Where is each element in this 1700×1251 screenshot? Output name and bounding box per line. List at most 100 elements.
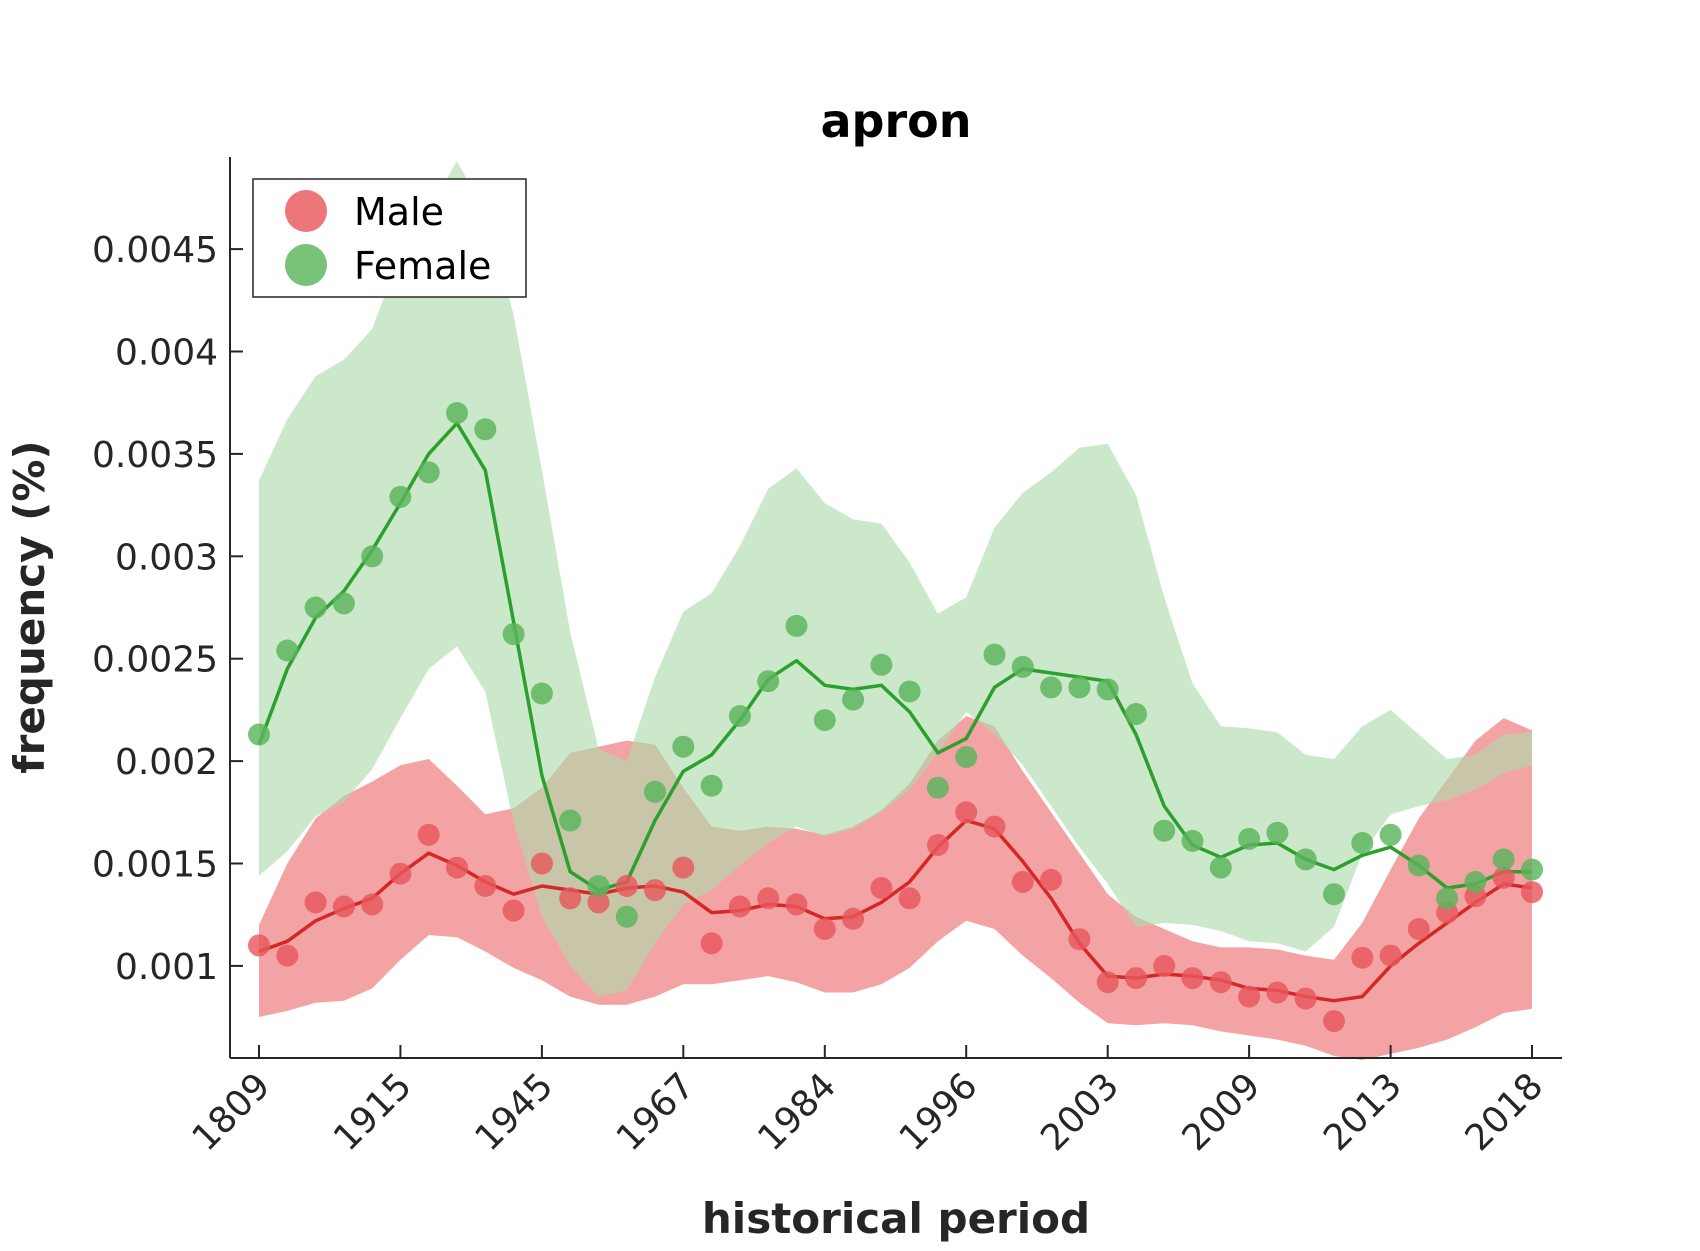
male-point <box>332 895 355 918</box>
female-point <box>870 653 893 676</box>
male-point <box>1521 881 1543 904</box>
male-point <box>1492 866 1515 889</box>
female-point <box>1040 676 1063 699</box>
male-point <box>1294 987 1317 1010</box>
female-point <box>813 709 836 732</box>
male-point <box>955 801 978 824</box>
y-tick-label: 0.0015 <box>92 845 218 886</box>
female-point <box>757 670 780 693</box>
female-point <box>1153 819 1176 842</box>
female-point <box>304 596 327 619</box>
female-point <box>502 623 525 646</box>
female-point <box>898 680 921 703</box>
y-tick-label: 0.004 <box>115 333 218 374</box>
male-point <box>1323 1010 1345 1033</box>
legend-label-male: Male <box>354 190 444 234</box>
chart-title: apron <box>820 94 971 148</box>
female-point <box>1464 870 1487 893</box>
male-point <box>559 887 582 910</box>
axes <box>229 157 1562 1059</box>
y-tick-label: 0.0025 <box>92 640 218 681</box>
male-point <box>1379 944 1402 967</box>
male-point <box>361 893 384 916</box>
male-point <box>276 944 299 967</box>
male-point <box>785 893 808 916</box>
y-axis-label: frequency (%) <box>5 440 54 773</box>
male-point <box>842 907 865 930</box>
female-point <box>842 688 865 711</box>
female-point <box>1209 856 1232 879</box>
male-point <box>304 891 327 914</box>
female-point <box>332 592 355 615</box>
female-confidence-band <box>259 161 1532 997</box>
male-point <box>587 891 610 914</box>
female-point <box>615 905 638 928</box>
female-point <box>361 545 384 568</box>
data-points <box>248 402 1543 1033</box>
y-ticks: 0.001 0.0015 0.002 0.0025 0.003 0.0035 0.004 0.… <box>92 230 243 988</box>
male-point <box>813 918 836 940</box>
female-point <box>644 780 666 803</box>
female-point <box>587 875 610 897</box>
legend-label-female: Female <box>354 244 491 288</box>
male-point <box>474 875 497 897</box>
male-point <box>1238 985 1261 1008</box>
female-point <box>785 614 808 637</box>
female-point <box>417 461 440 484</box>
female-point <box>1238 827 1261 850</box>
male-point <box>530 852 553 875</box>
female-point <box>1323 883 1345 906</box>
female-point <box>926 776 949 799</box>
female-point <box>1379 823 1402 846</box>
female-trend-line <box>257 421 1532 892</box>
male-point <box>1068 928 1091 951</box>
female-point <box>1011 655 1034 678</box>
female-point <box>1294 848 1317 871</box>
female-point <box>700 774 723 797</box>
male-trend-line <box>258 818 1533 1003</box>
male-point <box>502 899 525 922</box>
male-point <box>1040 868 1063 891</box>
male-point <box>1096 971 1119 994</box>
female-point <box>1068 676 1091 699</box>
female-point <box>559 809 582 832</box>
female-point <box>955 746 978 768</box>
female-point <box>1407 854 1430 877</box>
male-point <box>926 834 949 856</box>
y-tick-label: 0.0045 <box>92 230 218 271</box>
male-point <box>389 862 412 885</box>
female-point <box>446 402 468 424</box>
male-point <box>1125 967 1147 990</box>
female-point <box>248 723 270 746</box>
female-point <box>1125 703 1147 725</box>
female-point <box>1181 829 1204 852</box>
female-point <box>389 485 412 508</box>
male-point <box>757 887 780 910</box>
male-point <box>615 875 638 897</box>
female-point <box>983 643 1006 666</box>
male-point <box>898 887 921 910</box>
legend-marker-female <box>285 244 327 286</box>
male-point <box>248 934 270 957</box>
female-point <box>728 705 751 727</box>
legend-marker-male <box>285 190 327 232</box>
female-point <box>672 735 695 758</box>
female-point <box>276 639 299 662</box>
female-point <box>1266 821 1289 844</box>
trend-lines <box>257 421 1533 1003</box>
male-point <box>1181 967 1204 990</box>
male-point <box>1011 870 1034 893</box>
x-axis-label: historical period <box>702 1194 1090 1243</box>
male-point <box>728 895 751 918</box>
male-point <box>446 856 468 879</box>
legend: Male Female <box>252 178 527 298</box>
male-point <box>644 879 666 902</box>
male-point <box>417 823 440 846</box>
female-point <box>474 418 497 441</box>
female-point <box>1351 832 1374 854</box>
female-point <box>530 682 553 705</box>
male-point <box>1407 918 1430 940</box>
female-point <box>1521 858 1543 881</box>
